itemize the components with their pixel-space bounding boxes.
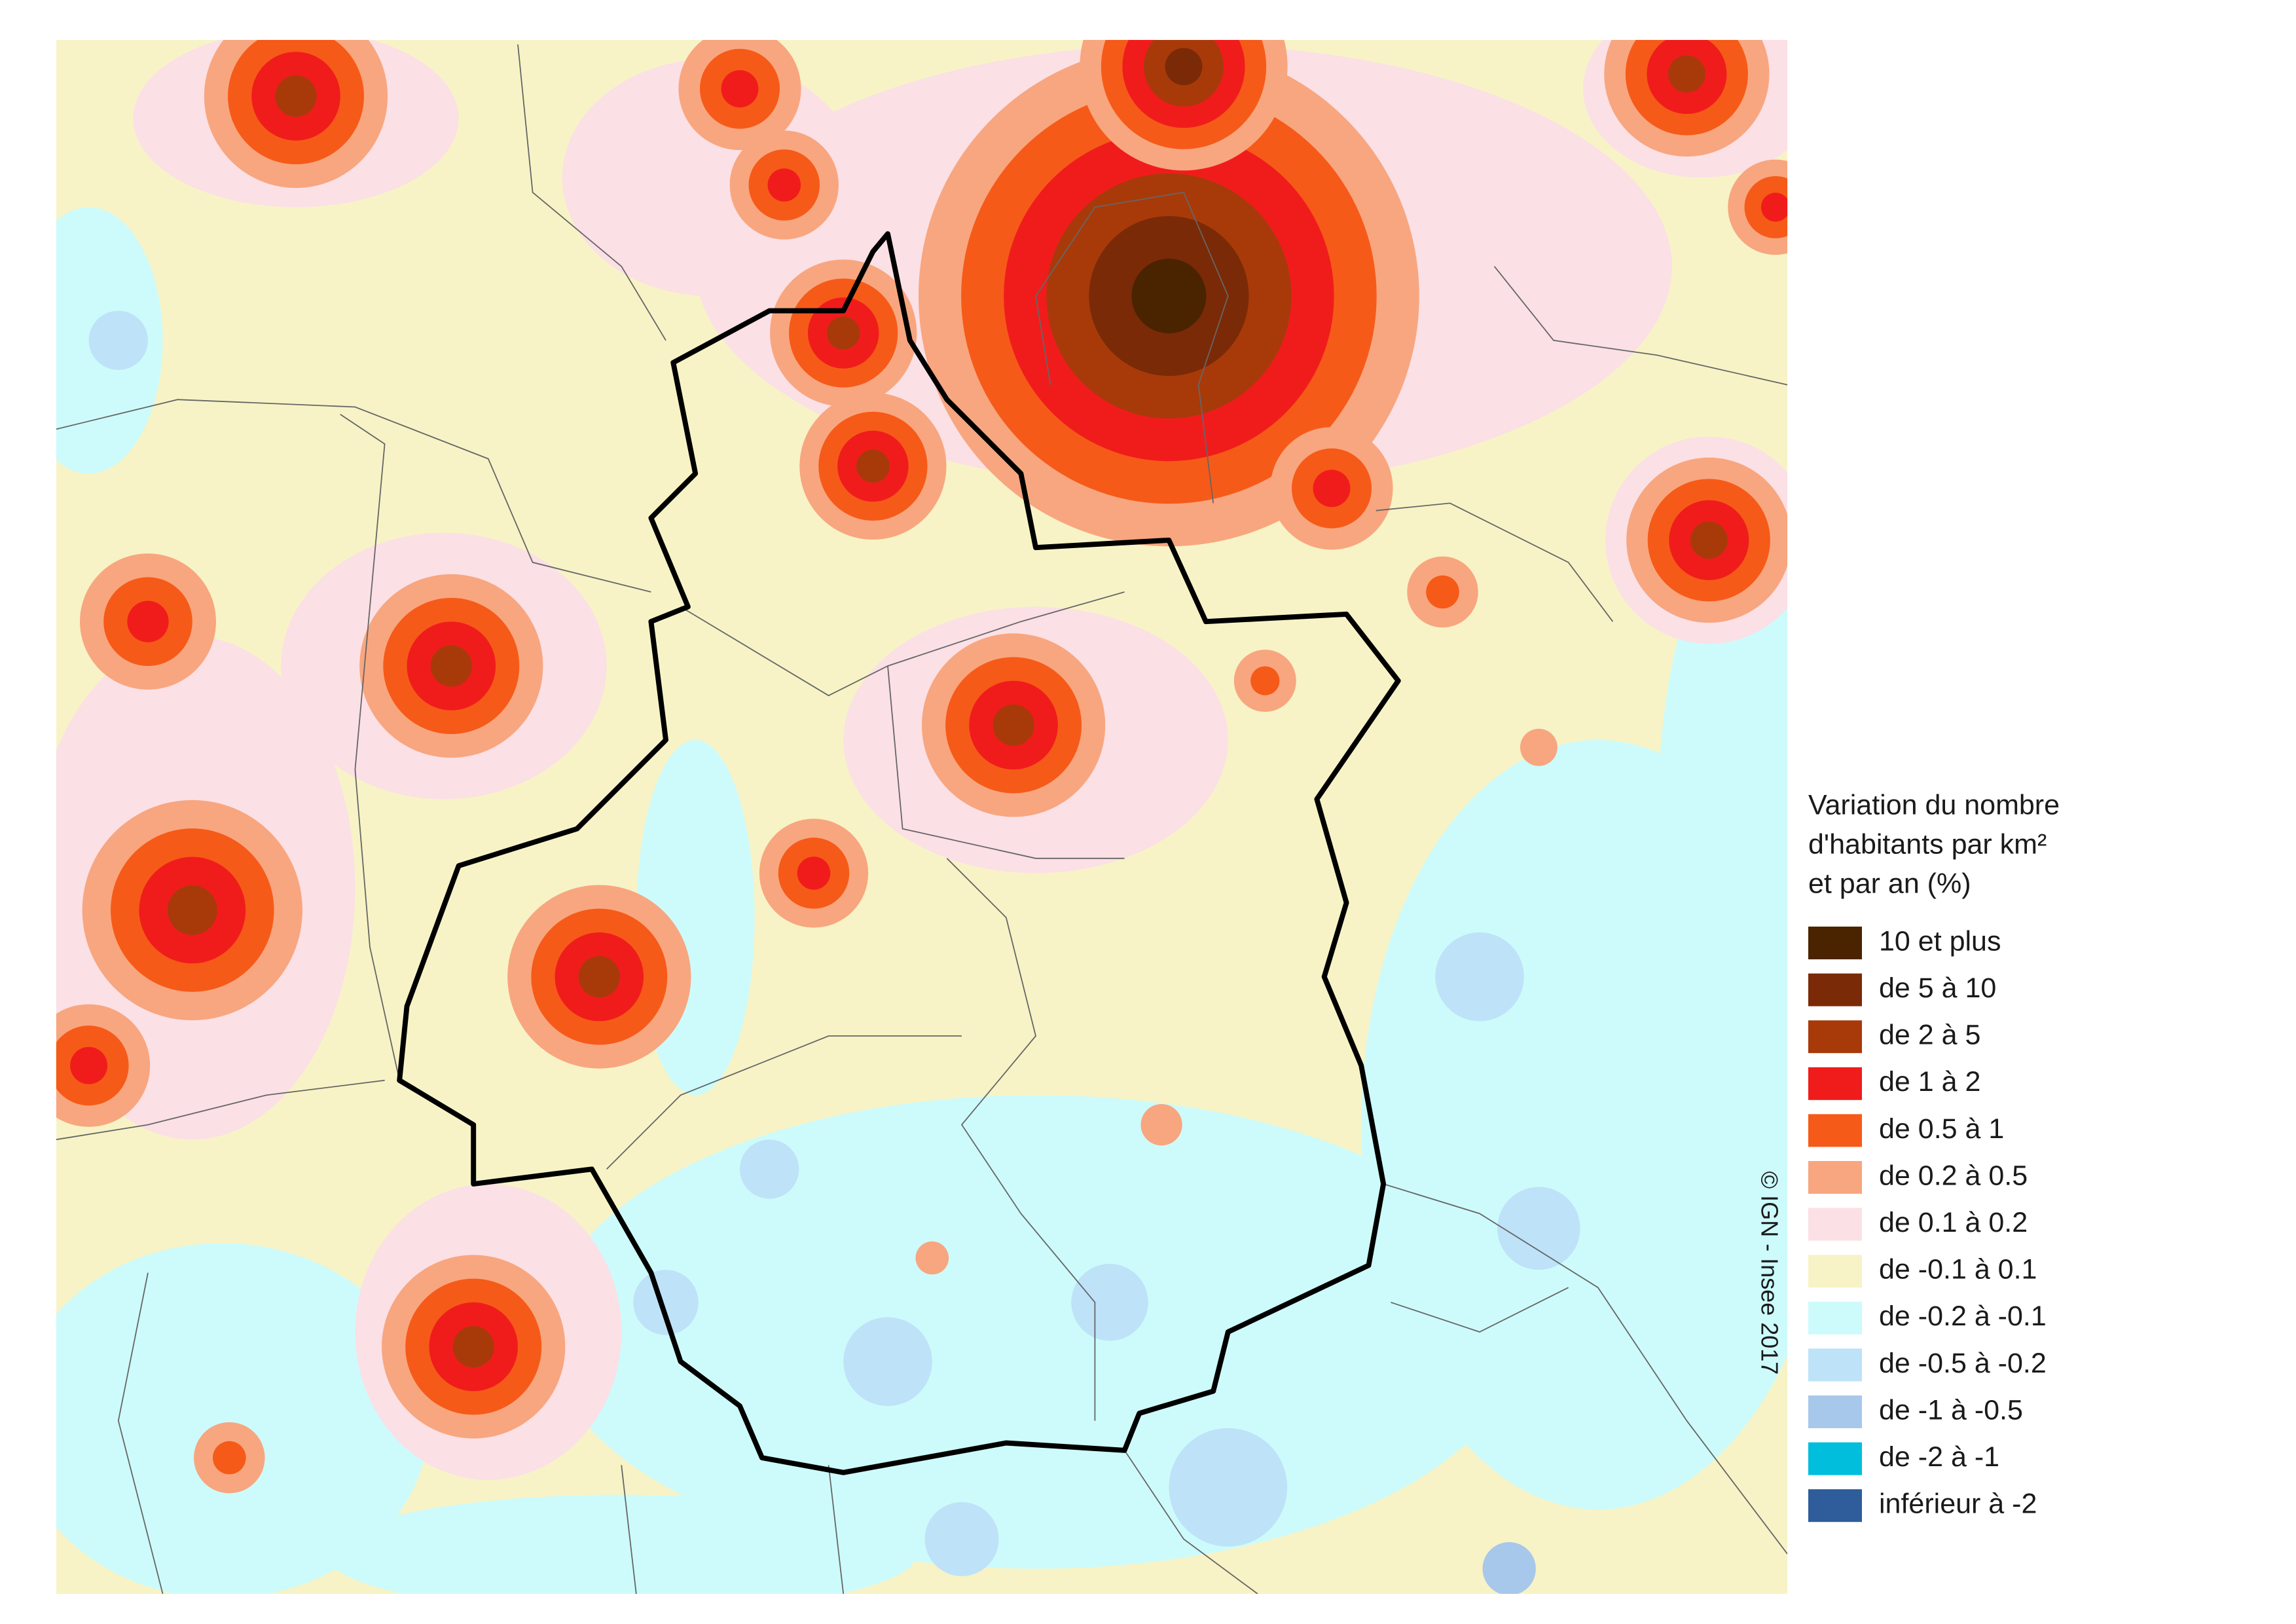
density-ring bbox=[1131, 259, 1207, 333]
density-ring bbox=[797, 857, 831, 890]
legend-label: de -0.1 à 0.1 bbox=[1879, 1254, 2037, 1285]
legend-label: de 2 à 5 bbox=[1879, 1020, 1980, 1051]
legend-label: 10 et plus bbox=[1879, 925, 2001, 957]
cool-zone bbox=[325, 1494, 918, 1595]
legend-label: de 0.5 à 1 bbox=[1879, 1113, 2004, 1145]
density-ring bbox=[1690, 521, 1728, 559]
legend-label: de 0.2 à 0.5 bbox=[1879, 1160, 2028, 1191]
legend-label: de 5 à 10 bbox=[1879, 972, 1996, 1004]
density-ring bbox=[1760, 193, 1788, 222]
legend-swatch bbox=[1808, 1020, 1862, 1054]
region-border bbox=[397, 231, 1401, 1475]
legend-label: de -0.2 à -0.1 bbox=[1879, 1301, 2047, 1332]
density-ring bbox=[70, 1046, 108, 1084]
decline-spot bbox=[88, 310, 148, 370]
decline-spot bbox=[1169, 1428, 1288, 1547]
density-ring bbox=[915, 1241, 949, 1275]
legend-swatch bbox=[1808, 973, 1862, 1006]
credit: © IGN - Insee 2017 bbox=[1756, 1172, 1783, 1375]
density-ring bbox=[826, 316, 860, 350]
legend-swatch bbox=[1808, 1348, 1862, 1382]
legend-swatch bbox=[1808, 1395, 1862, 1428]
legend-swatch bbox=[1808, 1114, 1862, 1147]
map bbox=[56, 40, 1788, 1595]
legend-title: d'habitants par km² bbox=[1808, 828, 2047, 860]
density-ring bbox=[1667, 55, 1705, 93]
density-ring bbox=[212, 1441, 246, 1475]
legend-label: de 1 à 2 bbox=[1879, 1066, 1980, 1098]
legend-label: de -1 à -0.5 bbox=[1879, 1394, 2023, 1426]
cool-zone bbox=[56, 1243, 429, 1595]
density-ring bbox=[1313, 470, 1351, 507]
legend-swatch bbox=[1808, 1255, 1862, 1288]
legend-label: de -2 à -1 bbox=[1879, 1441, 1999, 1473]
density-ring bbox=[578, 955, 620, 998]
decline-spot bbox=[1435, 932, 1524, 1022]
density-ring bbox=[721, 70, 759, 108]
decline-spot bbox=[633, 1270, 699, 1335]
cool-zone bbox=[547, 1095, 1524, 1569]
legend-swatch bbox=[1808, 1161, 1862, 1194]
density-ring bbox=[127, 600, 169, 642]
density-ring bbox=[1165, 48, 1203, 86]
decline-spot bbox=[1071, 1264, 1148, 1341]
density-ring bbox=[767, 168, 801, 202]
legend-label: de -0.5 à -0.2 bbox=[1879, 1348, 2047, 1379]
legend-title: et par an (%) bbox=[1808, 868, 1971, 899]
decline-spot bbox=[740, 1139, 799, 1199]
decline-spot bbox=[924, 1502, 999, 1576]
legend-swatch bbox=[1808, 1301, 1862, 1335]
legend-label: inférieur à -2 bbox=[1879, 1488, 2037, 1520]
legend-swatch bbox=[1808, 1067, 1862, 1100]
density-ring bbox=[993, 704, 1034, 747]
density-ring bbox=[1140, 1103, 1182, 1146]
department-borders bbox=[56, 44, 1788, 1595]
legend-swatch bbox=[1808, 1489, 1862, 1522]
density-ring bbox=[167, 885, 217, 935]
density-ring bbox=[1250, 666, 1280, 695]
cool-zone bbox=[1657, 532, 1788, 1125]
density-ring bbox=[1426, 575, 1459, 609]
legend-swatch bbox=[1808, 1442, 1862, 1475]
density-ring bbox=[430, 645, 472, 687]
legend-title: Variation du nombre bbox=[1808, 789, 2060, 821]
decline-spot bbox=[1497, 1187, 1580, 1270]
density-ring bbox=[452, 1325, 494, 1368]
density-ring bbox=[1520, 728, 1558, 766]
legend: Variation du nombre d'habitants par km² … bbox=[1808, 789, 2060, 1522]
density-ring bbox=[275, 75, 317, 117]
density-ring bbox=[856, 449, 890, 483]
legend-swatch bbox=[1808, 927, 1862, 959]
density-field bbox=[56, 40, 1788, 1595]
decline-spot bbox=[1482, 1541, 1536, 1595]
decline-spot bbox=[843, 1317, 932, 1406]
legend-swatch bbox=[1808, 1208, 1862, 1241]
legend-label: de 0.1 à 0.2 bbox=[1879, 1207, 2028, 1238]
